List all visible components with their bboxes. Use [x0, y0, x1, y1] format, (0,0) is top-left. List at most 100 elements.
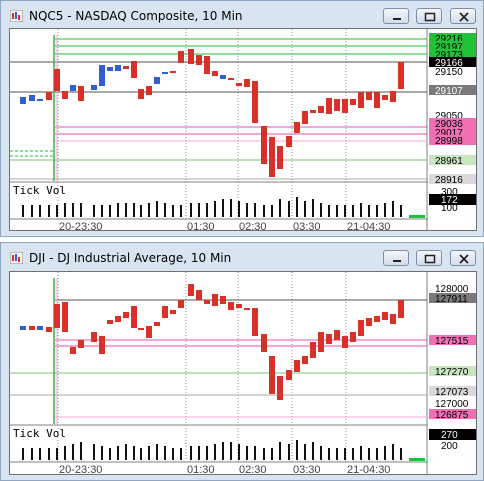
price-label: 127515 — [435, 336, 469, 347]
candle-down — [78, 340, 84, 348]
candle-down — [123, 312, 129, 318]
candle-up — [29, 95, 35, 101]
candle-down — [196, 290, 202, 300]
price-label-bg — [429, 293, 476, 303]
candle-down — [342, 336, 348, 348]
close-button[interactable] — [450, 8, 476, 24]
candle-down — [350, 332, 356, 342]
candle-down — [294, 122, 300, 133]
minimize-button[interactable] — [383, 8, 409, 24]
price-label-bg — [429, 127, 476, 137]
volume-current-bar — [409, 215, 425, 218]
volume-panel-label: Tick Vol — [13, 184, 66, 197]
candle-up — [99, 65, 105, 86]
candle-down — [54, 304, 60, 328]
window-title: DJI - DJ Industrial Average, 10 Min — [29, 251, 232, 265]
volume-axis-label: 200 — [441, 441, 458, 452]
candle-down — [318, 332, 324, 352]
candle-up — [107, 67, 113, 71]
candle-down — [188, 284, 194, 296]
candle-down — [334, 99, 340, 111]
candle-down — [366, 92, 372, 100]
candle-down — [286, 136, 292, 147]
candle-down — [115, 316, 121, 322]
candle-up — [37, 99, 43, 101]
price-label: 28916 — [435, 175, 463, 186]
close-button[interactable] — [450, 250, 476, 266]
time-label: 02:30 — [239, 221, 267, 231]
candle-down — [390, 91, 396, 102]
candle-down — [350, 99, 356, 105]
candle-down — [398, 62, 404, 89]
price-label: 29173 — [435, 50, 463, 61]
candle-down — [244, 79, 250, 87]
candle-down — [46, 92, 52, 100]
volume-panel-label: Tick Vol — [13, 427, 66, 440]
candle-down — [269, 356, 275, 394]
restore-button[interactable] — [416, 250, 442, 266]
candle-down — [146, 326, 152, 338]
time-label: 21-04:30 — [347, 464, 390, 475]
time-label: 02:30 — [239, 464, 267, 475]
candle-down — [70, 347, 76, 354]
price-label: 127270 — [435, 367, 469, 378]
candle-down — [46, 327, 52, 332]
candle-down — [294, 360, 300, 372]
candle-down — [62, 91, 68, 99]
price-label-bg — [429, 409, 476, 419]
minimize-icon — [393, 18, 401, 20]
chart-plot-area[interactable]: 29216 29197 29173 29166 29150 29107 29050 29036… — [9, 28, 477, 231]
candle-down — [390, 314, 396, 324]
candle-down — [366, 318, 372, 326]
volume-current-bar — [409, 458, 425, 461]
price-label: 29150 — [435, 67, 463, 78]
time-label: 21-04:30 — [347, 221, 390, 231]
candle-down — [261, 126, 267, 164]
candle-down — [236, 304, 242, 308]
candle-down — [252, 308, 258, 336]
title-bar: DJI - DJ Industrial Average, 10 Min — [1, 243, 483, 273]
restore-button[interactable] — [416, 8, 442, 24]
candle-down — [236, 83, 242, 86]
candle-down — [286, 370, 292, 380]
candle-down — [170, 71, 176, 73]
candle-down — [146, 86, 152, 95]
candle-down — [62, 302, 68, 332]
time-label: 03:30 — [293, 221, 321, 231]
price-label-bg — [429, 155, 476, 165]
candle-down — [204, 56, 210, 74]
price-label: 29050 — [435, 111, 463, 122]
price-label-bg — [429, 41, 476, 51]
price-label: 29216 — [435, 34, 463, 45]
price-label: 29107 — [435, 86, 463, 97]
candle-down — [261, 334, 267, 352]
volume-axis-label: 270 — [441, 430, 458, 441]
candle-down — [277, 376, 283, 400]
candle-down — [220, 296, 226, 304]
close-icon — [459, 12, 469, 22]
time-label: 20-23:30 — [59, 464, 102, 475]
candle-down — [302, 356, 308, 364]
candle-up — [91, 85, 97, 90]
candle-down — [342, 99, 348, 113]
candle-down — [154, 322, 160, 326]
price-label: 29166 — [435, 58, 463, 69]
candle-down — [269, 137, 275, 177]
candle-down — [188, 49, 194, 64]
minimize-button[interactable] — [383, 250, 409, 266]
candle-down — [170, 310, 176, 314]
candle-down — [382, 312, 388, 320]
candle-down — [374, 92, 380, 108]
candle-up — [154, 77, 160, 84]
candle-down — [131, 306, 137, 328]
price-label-bg — [429, 366, 476, 376]
volume-axis-label: 300 — [441, 187, 458, 198]
price-label-bg — [429, 85, 476, 95]
chart-app-icon — [10, 252, 23, 264]
candle-down — [358, 320, 364, 336]
price-label-bg — [429, 135, 476, 145]
chart-plot-area[interactable]: 128000 127911 127515 127270 127073 127000 1268… — [9, 271, 477, 475]
price-label: 28961 — [435, 156, 463, 167]
candle-down — [252, 81, 258, 123]
